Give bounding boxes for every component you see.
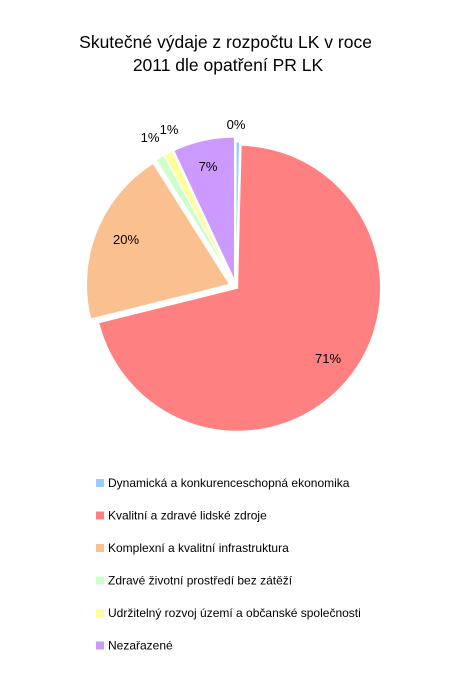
legend-label: Nezařazené <box>108 639 173 653</box>
slice-data-label: 1% <box>160 122 179 137</box>
chart-title: Skutečné výdaje z rozpočtu LK v roce 201… <box>79 32 377 75</box>
pie-slice <box>98 144 382 432</box>
legend-item: Nezařazené <box>96 639 173 653</box>
chart-title-line-2: 2011 dle opatření PR LK <box>133 55 324 75</box>
pie-slice <box>163 150 234 281</box>
slice-data-label: 1% <box>141 130 160 145</box>
legend-item: Komplexní a kvalitní infrastruktura <box>96 541 289 555</box>
legend-label: Dynamická a konkurenceschopná ekonomika <box>108 476 350 490</box>
slice-data-label: 7% <box>199 159 218 174</box>
legend-swatch <box>96 609 104 617</box>
slice-data-label: 20% <box>113 232 139 247</box>
legend-item: Zdravé životní prostředí bez zátěží <box>96 574 293 588</box>
legend-label: Udržitelný rozvoj území a občanské spole… <box>108 606 361 620</box>
pie-slices <box>86 136 382 432</box>
legend-item: Udržitelný rozvoj území a občanské spole… <box>96 606 361 620</box>
legend-swatch <box>96 641 104 650</box>
legend-item: Dynamická a konkurenceschopná ekonomika <box>96 476 350 490</box>
slice-data-label: 71% <box>315 351 341 366</box>
pie-slice <box>173 136 235 281</box>
chart-title-line-1: Skutečné výdaje z rozpočtu LK v roce <box>79 32 372 52</box>
legend-swatch <box>96 511 104 520</box>
slice-data-label: 0% <box>227 117 246 132</box>
legend-swatch <box>96 544 104 552</box>
legend: Dynamická a konkurenceschopná ekonomika K… <box>96 476 361 653</box>
pie-slice <box>86 162 231 320</box>
legend-swatch <box>96 479 104 487</box>
legend-label: Kvalitní a zdravé lidské zdroje <box>108 509 267 523</box>
legend-swatch <box>96 576 104 585</box>
legend-label: Zdravé životní prostředí bez zátěží <box>108 574 293 588</box>
pie-data-labels: 0% 71% 20% 1%1% 7% <box>113 117 341 366</box>
legend-item: Kvalitní a zdravé lidské zdroje <box>96 509 267 523</box>
legend-label: Komplexní a kvalitní infrastruktura <box>108 541 289 555</box>
pie-slice <box>235 141 241 286</box>
